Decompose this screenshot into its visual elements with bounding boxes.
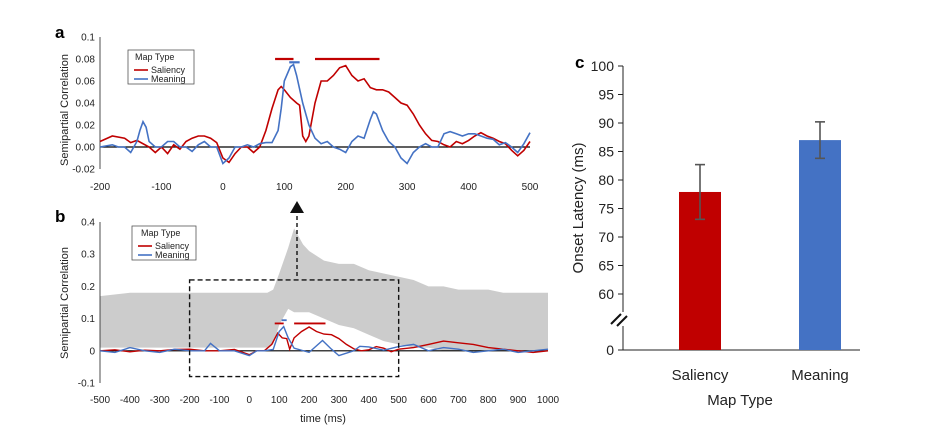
panel-a-ytick-label: 0.04 bbox=[76, 99, 96, 110]
panel-b-xtick-label: 900 bbox=[510, 395, 527, 406]
panel-b-yticks: 0.4 0.3 0.2 0.1 0 -0.1 bbox=[78, 218, 96, 390]
panel-c-ytick-label: 100 bbox=[591, 58, 615, 74]
panel-b-xtick-label: 700 bbox=[450, 395, 467, 406]
panel-c-ytick-label: 70 bbox=[598, 229, 614, 245]
zoom-arrow-head bbox=[290, 201, 304, 213]
panel-a-xtick-label: 0 bbox=[220, 182, 226, 193]
panel-c: c Onset Latency (ms) 100 95 90 85 80 75 70 65 60… bbox=[570, 53, 860, 409]
panel-b-letter: b bbox=[55, 207, 65, 226]
panel-b-xtick-label: 100 bbox=[271, 395, 288, 406]
panel-c-ytick-label: 90 bbox=[598, 115, 614, 131]
panel-b-xtick-label: -500 bbox=[90, 395, 110, 406]
panel-a-yticks: 0.1 0.08 0.06 0.04 0.02 0.00 -0.02 bbox=[72, 33, 95, 176]
panel-a-xtick-label: -100 bbox=[151, 182, 171, 193]
panel-c-axis-break-mark bbox=[616, 315, 628, 327]
panel-b-xtick-label: 0 bbox=[247, 395, 253, 406]
panel-a-ytick-label: 0.1 bbox=[81, 33, 95, 44]
panel-c-category-label: Saliency bbox=[672, 367, 729, 384]
panel-b-xtick-label: -300 bbox=[150, 395, 170, 406]
panel-b-ytick-label: -0.1 bbox=[78, 379, 96, 390]
panel-a-letter: a bbox=[55, 23, 65, 42]
panel-c-category-label: Meaning bbox=[791, 367, 849, 384]
panel-b-xtick-label: 300 bbox=[331, 395, 348, 406]
panel-c-ytick-label: 75 bbox=[598, 201, 614, 217]
panel-b-zoom-box bbox=[188, 279, 400, 378]
panel-a-legend-saliency-label: Saliency bbox=[151, 65, 186, 75]
panel-a-ytick-label: -0.02 bbox=[72, 165, 95, 176]
panel-b-ytick-label: 0.1 bbox=[81, 314, 95, 325]
panel-b-xtick-label: 800 bbox=[480, 395, 497, 406]
panel-c-bar-meaning bbox=[799, 140, 841, 350]
panel-b-ytick-label: 0.4 bbox=[81, 218, 95, 229]
panel-a-legend: Map Type Saliency Meaning bbox=[127, 49, 195, 85]
panel-a-xtick-label: -200 bbox=[90, 182, 110, 193]
panel-b-xtick-label: 400 bbox=[360, 395, 377, 406]
panel-a-legend-meaning-label: Meaning bbox=[151, 74, 186, 84]
panel-a-xtick-label: 300 bbox=[399, 182, 416, 193]
panel-b-xlabel: time (ms) bbox=[300, 413, 346, 425]
panel-c-ytick-label: 60 bbox=[598, 286, 614, 302]
panel-a-xtick-label: 200 bbox=[337, 182, 354, 193]
panel-a-ylabel: Semipartial Correlation bbox=[59, 54, 71, 166]
panel-c-plot-area: 100 95 90 85 80 75 70 65 60 0 Saliency Meaning bbox=[591, 58, 860, 384]
panel-b-legend-saliency-label: Saliency bbox=[155, 241, 190, 251]
panel-b-ytick-label: 0 bbox=[89, 346, 95, 357]
panel-b: b Semipartial Correlation 0.40.30.20.10-… bbox=[55, 201, 560, 425]
panel-b-xtick-label: 1000 bbox=[537, 395, 560, 406]
panel-b-xtick-label: -200 bbox=[180, 395, 200, 406]
panel-c-ytick-label: 0 bbox=[606, 342, 614, 358]
panel-b-noise-ceiling-band bbox=[100, 228, 548, 351]
panel-c-xlabel: Map Type bbox=[707, 392, 773, 409]
panel-c-ytick-label: 85 bbox=[598, 144, 614, 160]
panel-a-legend-title: Map Type bbox=[135, 52, 174, 62]
panel-b-legend-title: Map Type bbox=[141, 228, 180, 238]
panel-b-ylabel: Semipartial Correlation bbox=[59, 247, 71, 359]
panel-b-ytick-label: 0.2 bbox=[81, 282, 95, 293]
panel-b-xtick-label: -100 bbox=[209, 395, 229, 406]
panel-a-xtick-label: 100 bbox=[276, 182, 293, 193]
panel-b-xticks: -500 -400 -300 -200 -100 0 100 200 300 400 500 600 7… bbox=[90, 395, 560, 406]
panel-a-ytick-label: 0.00 bbox=[76, 143, 96, 154]
panel-c-ytick-label: 65 bbox=[598, 258, 614, 274]
panel-c-axis-break-mark bbox=[610, 313, 622, 325]
panel-b-ytick-label: 0.3 bbox=[81, 250, 95, 261]
panel-b-legend-meaning-label: Meaning bbox=[155, 250, 190, 260]
panel-a-xticks: -200 -100 0 100 200 300 400 500 bbox=[90, 182, 539, 193]
panel-a-xtick-label: 400 bbox=[460, 182, 477, 193]
panel-b-xtick-label: 600 bbox=[420, 395, 437, 406]
panel-b-plot-area bbox=[99, 222, 549, 383]
panel-b-xtick-label: 500 bbox=[390, 395, 407, 406]
panel-a-ytick-label: 0.08 bbox=[76, 55, 96, 66]
zoom-arrow bbox=[290, 201, 304, 276]
panel-b-xtick-label: -400 bbox=[120, 395, 140, 406]
panel-c-ylabel: Onset Latency (ms) bbox=[570, 143, 587, 274]
panel-c-ytick-label: 95 bbox=[598, 87, 614, 103]
panel-b-xtick-label: 200 bbox=[301, 395, 318, 406]
panel-a-xtick-label: 500 bbox=[522, 182, 539, 193]
panel-a-series-meaning-line bbox=[99, 63, 531, 165]
panel-b-series-meaning-line bbox=[99, 325, 549, 357]
panel-a-series-saliency-line bbox=[99, 64, 531, 164]
panel-a-plot-area bbox=[99, 37, 531, 169]
panel-a-ytick-label: 0.06 bbox=[76, 77, 96, 88]
panel-b-legend: Map Type Saliency Meaning bbox=[131, 225, 197, 261]
panel-c-ytick-label: 80 bbox=[598, 172, 614, 188]
panel-c-letter: c bbox=[575, 53, 584, 72]
panel-a-ytick-label: 0.02 bbox=[76, 121, 96, 132]
panel-a: a Semipartial Correlation 0.1 0.08 0.06 0.0… bbox=[55, 23, 539, 193]
